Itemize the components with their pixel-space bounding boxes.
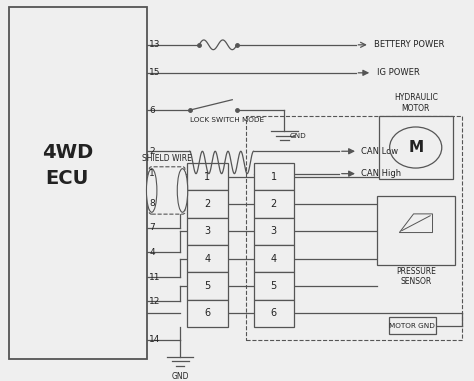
Text: MOTOR GND: MOTOR GND — [390, 323, 435, 329]
Text: 4WD
ECU: 4WD ECU — [42, 143, 93, 188]
Bar — [9, 8, 147, 359]
Bar — [187, 272, 228, 299]
Text: 7: 7 — [149, 223, 155, 232]
Text: 6: 6 — [149, 106, 155, 115]
Text: 11: 11 — [149, 273, 161, 282]
Text: GND: GND — [290, 133, 307, 139]
Text: 4: 4 — [204, 254, 210, 264]
Bar — [379, 116, 453, 179]
Bar — [377, 196, 455, 265]
Text: SHIELD WIRE: SHIELD WIRE — [142, 154, 192, 163]
Text: 4: 4 — [149, 248, 155, 256]
Ellipse shape — [177, 169, 188, 212]
Text: 2: 2 — [204, 199, 210, 209]
Bar — [254, 299, 294, 327]
Text: 5: 5 — [204, 281, 210, 291]
Text: IG POWER: IG POWER — [377, 68, 419, 77]
Text: 6: 6 — [204, 308, 210, 318]
Ellipse shape — [146, 169, 157, 212]
Text: LOCK SWITCH MODE: LOCK SWITCH MODE — [191, 117, 264, 123]
Text: 1: 1 — [204, 172, 210, 182]
Text: 1: 1 — [149, 169, 155, 178]
Bar — [254, 190, 294, 218]
Bar — [187, 245, 228, 272]
Text: 14: 14 — [149, 335, 161, 344]
Text: GND: GND — [172, 371, 189, 381]
Bar — [389, 317, 436, 334]
Text: 5: 5 — [271, 281, 277, 291]
Bar — [254, 272, 294, 299]
Text: 3: 3 — [204, 226, 210, 236]
Text: 8: 8 — [149, 199, 155, 208]
Text: 13: 13 — [149, 40, 161, 49]
Text: BETTERY POWER: BETTERY POWER — [374, 40, 445, 49]
Text: 1: 1 — [271, 172, 277, 182]
FancyBboxPatch shape — [149, 167, 185, 214]
Bar — [187, 299, 228, 327]
Text: 2: 2 — [271, 199, 277, 209]
Text: HYDRAULIC
MOTOR: HYDRAULIC MOTOR — [394, 93, 438, 113]
Bar — [187, 218, 228, 245]
Bar — [254, 163, 294, 190]
Bar — [187, 163, 228, 190]
Bar — [254, 218, 294, 245]
Text: CAN High: CAN High — [361, 169, 401, 178]
Text: 15: 15 — [149, 68, 161, 77]
Text: CAN Low: CAN Low — [361, 147, 398, 156]
Text: 12: 12 — [149, 297, 161, 306]
Text: 2: 2 — [149, 147, 155, 156]
Text: 4: 4 — [271, 254, 277, 264]
Text: 6: 6 — [271, 308, 277, 318]
Bar — [187, 190, 228, 218]
Text: 3: 3 — [271, 226, 277, 236]
Text: PRESSURE
SENSOR: PRESSURE SENSOR — [396, 267, 436, 287]
Bar — [246, 116, 462, 340]
Text: M: M — [408, 140, 423, 155]
Bar — [254, 245, 294, 272]
